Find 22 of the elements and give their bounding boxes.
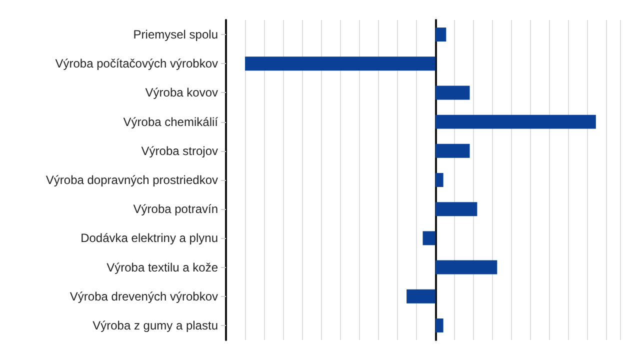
y-tick-label: Výroba chemikálií — [123, 114, 219, 129]
y-tick-label: Výroba z gumy a plastu — [92, 318, 218, 332]
bar — [422, 231, 436, 246]
bar — [435, 260, 498, 274]
bar — [435, 114, 596, 129]
bar — [435, 173, 444, 187]
bar — [435, 144, 470, 158]
y-tick-label: Výroba textilu a kože — [106, 260, 218, 274]
y-tick-label: Priemysel spolu — [133, 28, 218, 42]
bar — [406, 289, 436, 304]
y-tick-label: Výroba kovov — [145, 86, 218, 100]
y-tick-label: Výroba dopravných prostriedkov — [46, 173, 218, 187]
y-tick-label: Dodávka elektriny a plynu — [80, 231, 218, 246]
y-tick-label: Výroba strojov — [141, 144, 218, 158]
bar — [435, 202, 478, 216]
y-tick-label: Výroba potravín — [133, 202, 218, 216]
y-tick-label: Výroba drevených výrobkov — [70, 289, 218, 304]
y-tick-label: Výroba počítačových výrobkov — [55, 56, 218, 71]
bar — [435, 86, 470, 100]
bar — [435, 28, 446, 42]
bar — [245, 56, 436, 71]
bar — [435, 318, 444, 332]
